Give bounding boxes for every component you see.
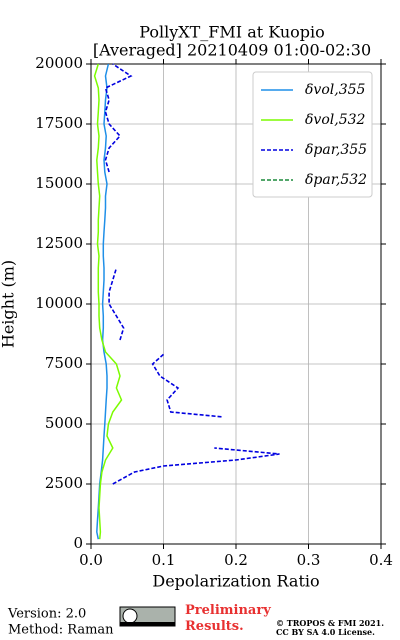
license: CC BY SA 4.0 License.: [276, 627, 375, 637]
legend-label: δvol,532: [305, 112, 366, 128]
y-tick-label: 10000: [35, 294, 83, 312]
x-axis-label: Depolarization Ratio: [152, 572, 319, 591]
legend-box: [252, 71, 373, 198]
x-tick-label: 0.1: [152, 551, 176, 569]
y-tick-label: 17500: [35, 114, 83, 132]
profile-line: [104, 63, 280, 485]
status-line: Preliminary: [185, 603, 275, 618]
status: Preliminary Results.: [185, 603, 275, 634]
x-tick-label: 0.2: [224, 551, 248, 569]
copyright: © TROPOS & FMI 2021.: [276, 618, 384, 628]
y-tick-label: 7500: [45, 354, 83, 372]
cc-badge: [119, 606, 176, 627]
y-tick-label: 0: [73, 534, 83, 552]
profile-line: [93, 63, 123, 540]
legend-label: δpar,532: [305, 172, 367, 188]
y-axis-label: Height (m): [0, 260, 18, 348]
chart-title: PollyXT_FMI at Kuopio: [139, 23, 325, 42]
x-tick-label: 0.0: [79, 551, 103, 569]
profile-line: [96, 63, 110, 540]
legend-label: δpar,355: [305, 142, 367, 158]
version: Version: 2.0: [7, 607, 86, 622]
x-tick-label: 0.4: [369, 551, 393, 569]
y-tick-label: 5000: [45, 414, 83, 432]
y-tick-label: 20000: [35, 54, 83, 72]
x-tick-label: 0.3: [297, 551, 321, 569]
plot-frame: [90, 63, 382, 545]
method: Method: Raman: [8, 623, 114, 638]
y-tick-label: 12500: [35, 234, 83, 252]
status-line: Results.: [185, 619, 244, 634]
y-tick-label: 15000: [35, 174, 83, 192]
y-tick-label: 2500: [45, 474, 83, 492]
chart-subtitle: [Averaged] 20210409 01:00-02:30: [93, 41, 371, 60]
legend-label: δvol,355: [305, 82, 366, 98]
